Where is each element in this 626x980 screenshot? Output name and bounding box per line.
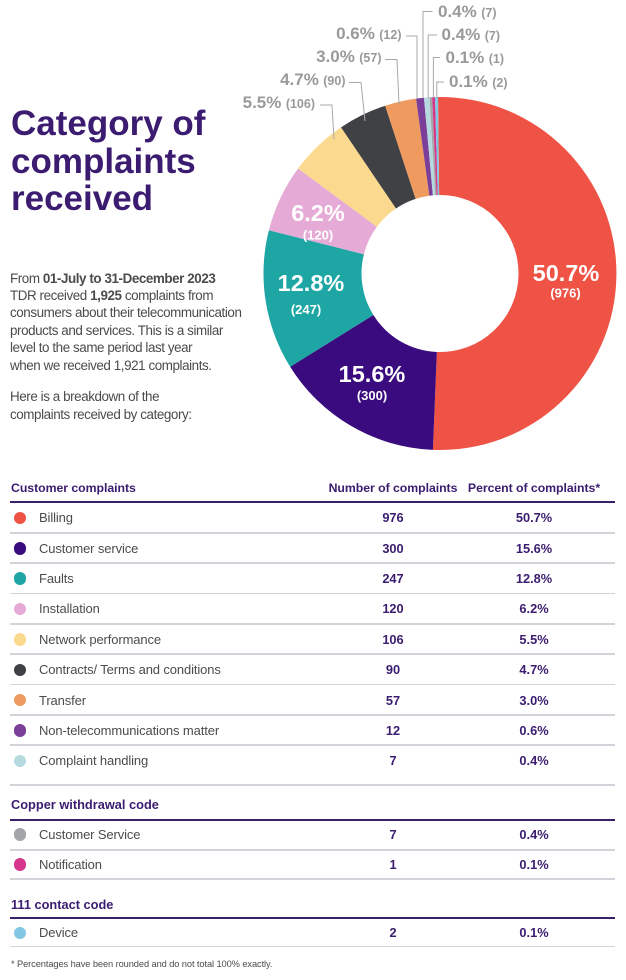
svg-text:12.8%: 12.8% bbox=[278, 270, 345, 296]
svg-text:(247): (247) bbox=[291, 302, 321, 317]
svg-text:(976): (976) bbox=[550, 285, 580, 300]
svg-text:(300): (300) bbox=[357, 388, 387, 403]
svg-text:15.6%: 15.6% bbox=[339, 361, 406, 387]
svg-text:6.2%: 6.2% bbox=[291, 200, 345, 226]
svg-text:(120): (120) bbox=[303, 228, 333, 243]
svg-text:50.7%: 50.7% bbox=[533, 260, 600, 286]
